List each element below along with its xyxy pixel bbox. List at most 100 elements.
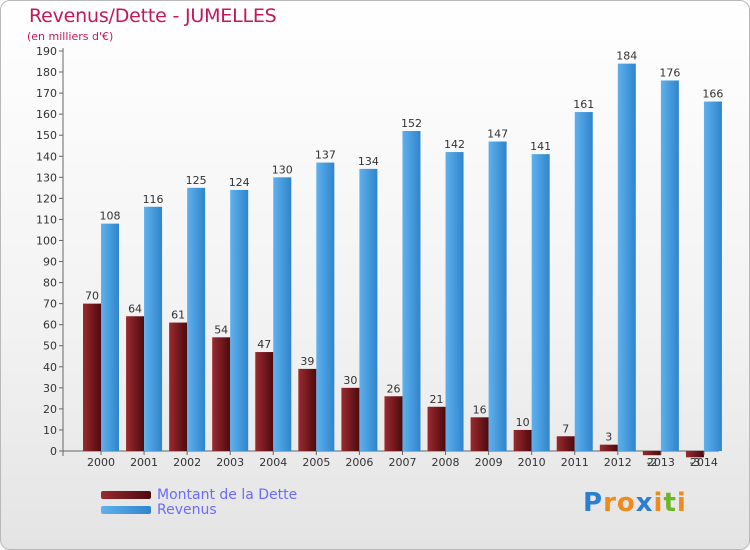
debt-bar-2001 (126, 316, 145, 451)
revenue-value-label: 166 (702, 88, 723, 101)
revenue-value-label: 116 (143, 193, 164, 206)
revenue-bar-2014 (703, 101, 722, 452)
x-tick-label: 2007 (388, 456, 416, 469)
debt-bar-2000 (83, 303, 101, 451)
revenue-bar-2012 (617, 63, 636, 451)
x-tick-label: 2000 (87, 456, 115, 469)
logo-letter: t (663, 488, 677, 518)
debt-value-label: 47 (257, 338, 271, 351)
revenue-value-label: 108 (100, 210, 121, 223)
legend-swatch-revenus (101, 505, 151, 514)
y-tick-label: 140 (36, 150, 57, 163)
debt-value-label: 21 (430, 393, 444, 406)
x-tick-label: 2003 (216, 456, 244, 469)
revenue-bar-2003 (230, 189, 249, 451)
y-tick-label: 150 (36, 129, 57, 142)
legend-item-dette: Montant de la Dette (101, 486, 298, 503)
x-tick-label: 2012 (604, 456, 632, 469)
y-tick-label: 110 (36, 213, 57, 226)
debt-value-label: 64 (128, 302, 142, 315)
debt-value-label: 70 (85, 290, 99, 303)
y-tick-label: 120 (36, 192, 57, 205)
y-tick-label: 30 (43, 382, 57, 395)
revenue-value-label: 124 (229, 176, 250, 189)
debt-bar-2014 (685, 451, 704, 458)
x-tick-label: 2006 (345, 456, 373, 469)
debt-value-label: 3 (605, 431, 612, 444)
proxiti-logo: Proxiti (583, 488, 687, 518)
debt-value-label: 10 (516, 416, 530, 429)
debt-value-label: 26 (386, 382, 400, 395)
logo-letter: i (653, 488, 664, 518)
x-tick-label: 2010 (518, 456, 546, 469)
revenue-value-label: 130 (272, 163, 293, 176)
revenue-bar-2000 (101, 223, 119, 451)
revenue-bar-2013 (660, 80, 679, 451)
debt-value-label: 16 (473, 403, 487, 416)
debt-value-label: 61 (171, 309, 185, 322)
chart-title: Revenus/Dette - JUMELLES (29, 5, 277, 27)
revenue-bar-2002 (187, 187, 206, 451)
revenue-bar-2009 (488, 141, 507, 452)
chart-subtitle: (en milliers d'€) (27, 30, 114, 43)
revenue-bar-2001 (144, 206, 163, 451)
logo-letter: i (676, 488, 687, 518)
revenue-value-label: 152 (401, 117, 422, 130)
x-tick-label: 2014 (690, 456, 718, 469)
revenue-bar-2010 (531, 154, 550, 451)
y-tick-label: 90 (43, 256, 57, 269)
y-tick-label: 100 (36, 234, 57, 247)
debt-bar-2004 (255, 352, 274, 451)
legend-item-revenus: Revenus (101, 501, 297, 518)
y-tick-label: 160 (36, 108, 57, 121)
debt-bar-2010 (513, 429, 532, 451)
debt-bar-2009 (470, 417, 489, 451)
revenue-value-label: 161 (573, 98, 594, 111)
x-tick-label: 2013 (647, 456, 675, 469)
legend-label-revenus: Revenus (157, 501, 217, 518)
y-tick-label: 20 (43, 403, 57, 416)
debt-bar-2006 (341, 387, 360, 451)
legend: Montant de la Dette Revenus (101, 486, 298, 518)
revenue-value-label: 134 (358, 155, 379, 168)
x-tick-label: 2004 (259, 456, 287, 469)
y-tick-label: 70 (43, 298, 57, 311)
revenue-value-label: 147 (487, 128, 508, 141)
debt-bar-2005 (298, 368, 317, 451)
legend-swatch-dette (101, 490, 151, 499)
y-tick-label: 10 (43, 424, 57, 437)
x-tick-label: 2009 (475, 456, 503, 469)
x-tick-label: 2001 (130, 456, 158, 469)
y-tick-label: 0 (50, 445, 57, 458)
logo-letter: P (583, 488, 604, 518)
y-tick-label: 80 (43, 277, 57, 290)
x-tick-label: 2011 (561, 456, 589, 469)
debt-bar-2013 (642, 451, 661, 456)
revenue-value-label: 184 (616, 50, 637, 63)
debt-value-label: 54 (214, 323, 228, 336)
x-tick-label: 2005 (302, 456, 330, 469)
debt-bar-2003 (212, 337, 231, 451)
debt-value-label: -3 (689, 456, 700, 469)
revenue-bar-2004 (273, 177, 292, 451)
revenue-bar-2005 (316, 162, 335, 451)
debt-value-label: 39 (300, 355, 314, 368)
y-tick-label: 50 (43, 340, 57, 353)
x-tick-label: 2002 (173, 456, 201, 469)
logo-letter: o (616, 488, 636, 518)
revenue-value-label: 125 (186, 174, 207, 187)
debt-bar-2007 (384, 396, 403, 451)
legend-label-dette: Montant de la Dette (157, 486, 298, 503)
revenue-value-label: 137 (315, 149, 336, 162)
revenue-value-label: 141 (530, 140, 551, 153)
revenue-value-label: 142 (444, 138, 465, 151)
debt-bar-2012 (599, 444, 618, 451)
debt-bar-2011 (556, 436, 575, 451)
logo-letter: r (603, 488, 617, 518)
revenue-value-label: 176 (659, 66, 680, 79)
debt-value-label: -2 (646, 456, 657, 469)
debt-bar-2002 (169, 322, 188, 451)
revenue-bar-2007 (402, 131, 421, 451)
